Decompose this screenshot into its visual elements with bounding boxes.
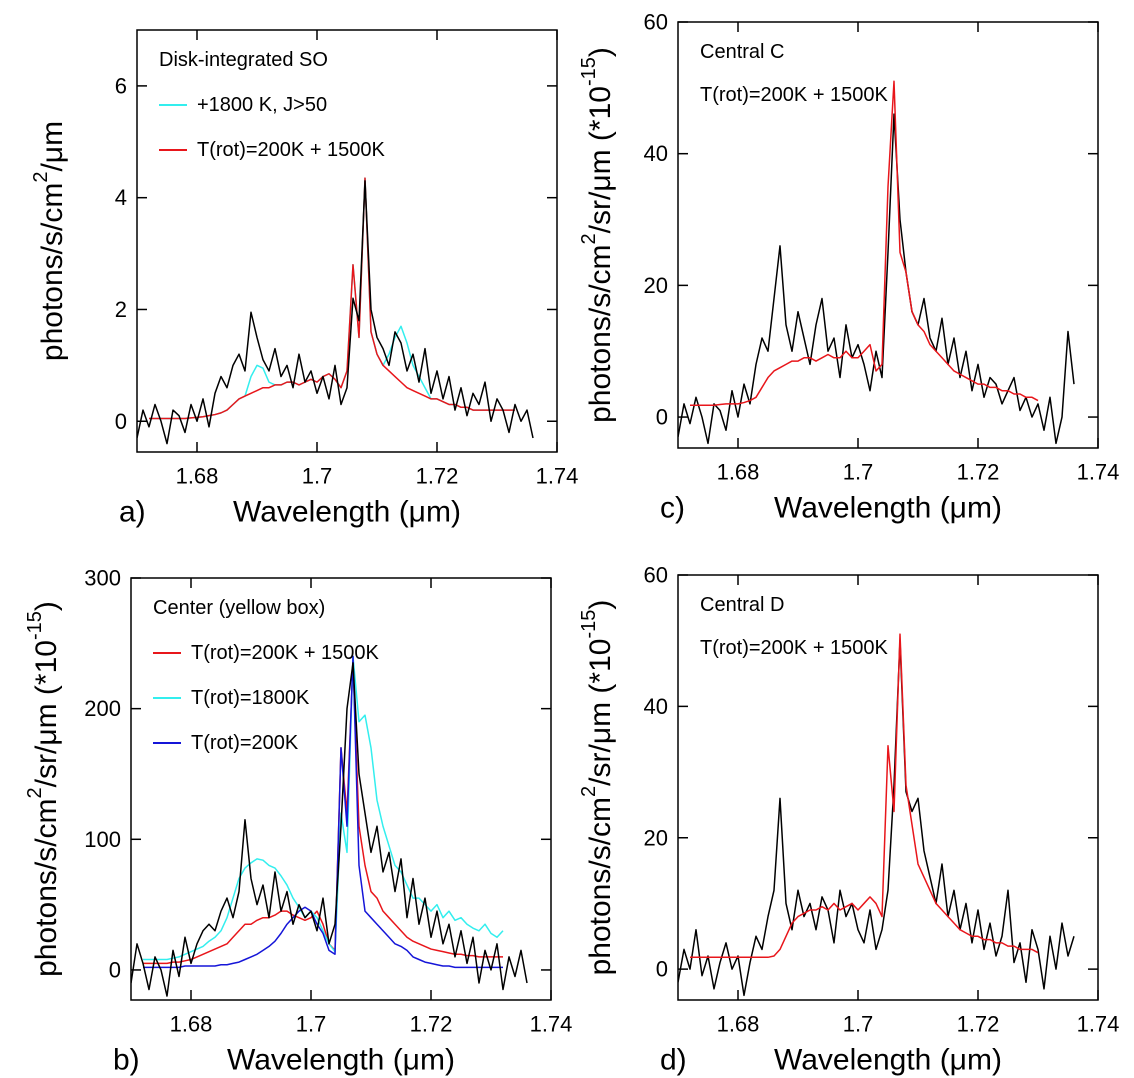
x-tick-label: 1.72: [416, 464, 459, 489]
x-tick-label: 1.74: [536, 464, 579, 489]
x-axis-label: Wavelength (μm): [774, 492, 1002, 525]
y-tick-label: 0: [109, 957, 121, 982]
y-axis-label: photons/s/cm2/μm: [30, 121, 69, 361]
y-axis-label: photons/s/cm2/sr/μm (*10-15): [578, 47, 617, 423]
panel-label: b): [113, 1044, 140, 1077]
y-axis-label-part: ): [584, 47, 617, 57]
x-axis-label: Wavelength (μm): [233, 496, 461, 529]
x-tick-label: 1.68: [176, 464, 219, 489]
y-tick-label: 0: [656, 957, 668, 982]
x-tick-label: 1.68: [717, 1012, 760, 1037]
legend-label: T(rot)=200K + 1500K: [700, 637, 889, 659]
x-tick-label: 1.7: [843, 1012, 874, 1037]
y-tick-label: 6: [115, 73, 127, 98]
panel-label: d): [660, 1044, 687, 1077]
y-tick-label: 40: [644, 694, 668, 719]
y-axis-label-superscript: -15: [578, 610, 600, 639]
series-line: [690, 80, 1039, 406]
y-tick-label: 60: [644, 10, 668, 35]
y-tick-label: 20: [644, 273, 668, 298]
x-axis-label: Wavelength (μm): [227, 1044, 455, 1077]
x-tick-label: 1.7: [296, 1012, 327, 1037]
legend-label: +1800 K, J>50: [197, 94, 327, 116]
annotation: Central D: [700, 594, 784, 616]
plot-area: [131, 655, 528, 997]
y-axis-label-part: photons/s/cm: [584, 797, 617, 975]
x-tick-label: 1.7: [843, 460, 874, 485]
series-line: [131, 662, 528, 997]
plot-area: [678, 80, 1075, 445]
annotation: Disk-integrated SO: [159, 49, 328, 71]
legend-label: T(rot)=200K: [191, 732, 299, 754]
y-tick-label: 100: [84, 827, 121, 852]
y-axis-label-superscript: -15: [24, 611, 46, 640]
series-line: [143, 662, 503, 965]
panel: 1.68 1.7 1.72 1.74 0 100 200 300 b) Wavelength (μ…: [24, 566, 572, 1077]
y-axis-label-part: ): [584, 600, 617, 610]
y-axis-label-part: photons/s/cm: [30, 798, 63, 976]
annotation: Central C: [700, 41, 784, 63]
series-line: [137, 180, 534, 445]
y-axis-label-part: /μm: [36, 121, 69, 172]
panel: 1.68 1.7 1.72 1.74 0 20 40 60 d) Wavelength (μm) p…: [578, 563, 1119, 1077]
y-tick-label: 0: [115, 409, 127, 434]
x-axis-label: Wavelength (μm): [774, 1044, 1002, 1077]
y-tick-label: 60: [644, 563, 668, 588]
series-line: [690, 633, 1039, 959]
x-tick-label: 1.68: [170, 1012, 213, 1037]
annotation: Center (yellow box): [153, 597, 325, 619]
x-tick-label: 1.7: [302, 464, 333, 489]
plot-frame: [130, 577, 552, 1001]
series-line: [143, 655, 503, 969]
y-tick-label: 2: [115, 297, 127, 322]
y-tick-label: 300: [84, 566, 121, 591]
panel-label: c): [660, 492, 685, 525]
y-axis-label-part: /sr/μm (*10: [584, 639, 617, 786]
y-axis-label: photons/s/cm2/sr/μm (*10-15): [578, 600, 617, 976]
series-line: [143, 655, 504, 961]
plot-area: [137, 177, 534, 445]
plot-frame: [136, 29, 558, 453]
y-tick-label: 20: [644, 825, 668, 850]
x-tick-label: 1.72: [410, 1012, 453, 1037]
y-axis-label-part: photons/s/cm: [584, 244, 617, 422]
y-tick-label: 0: [656, 405, 668, 430]
legend-label: T(rot)=200K + 1500K: [197, 139, 386, 161]
y-axis-label: photons/s/cm2/sr/μm (*10-15): [24, 601, 63, 977]
y-axis-label-part: /sr/μm (*10: [584, 86, 617, 233]
legend-label: T(rot)=1800K: [191, 687, 310, 709]
y-axis-label-part: /sr/μm (*10: [30, 640, 63, 787]
panel-label: a): [119, 496, 146, 529]
plot-area: [678, 633, 1075, 997]
y-axis-label-superscript: 2: [578, 233, 600, 244]
x-tick-label: 1.74: [1077, 460, 1120, 485]
x-tick-label: 1.68: [717, 460, 760, 485]
y-axis-label-part: ): [30, 601, 63, 611]
y-axis-label-superscript: 2: [30, 172, 52, 183]
panel: 1.68 1.7 1.72 1.74 0 2 4 6 a) Wavelength (μm) phot…: [30, 29, 579, 529]
y-axis-label-superscript: -15: [578, 57, 600, 86]
y-axis-label-superscript: 2: [24, 787, 46, 798]
y-axis-label-superscript: 2: [578, 786, 600, 797]
y-tick-label: 200: [84, 696, 121, 721]
y-tick-label: 40: [644, 141, 668, 166]
x-tick-label: 1.72: [957, 460, 1000, 485]
x-tick-label: 1.74: [530, 1012, 573, 1037]
panel: 1.68 1.7 1.72 1.74 0 20 40 60 c) Wavelength (μm) p…: [578, 10, 1119, 525]
legend-label: T(rot)=200K + 1500K: [700, 84, 889, 106]
plot-frame: [677, 574, 1099, 1001]
y-axis-label-part: photons/s/cm: [36, 183, 69, 361]
legend-label: T(rot)=200K + 1500K: [191, 642, 380, 664]
x-tick-label: 1.74: [1077, 1012, 1120, 1037]
series-line: [678, 639, 1075, 997]
x-tick-label: 1.72: [957, 1012, 1000, 1037]
y-tick-label: 4: [115, 185, 127, 210]
plot-frame: [677, 21, 1099, 449]
